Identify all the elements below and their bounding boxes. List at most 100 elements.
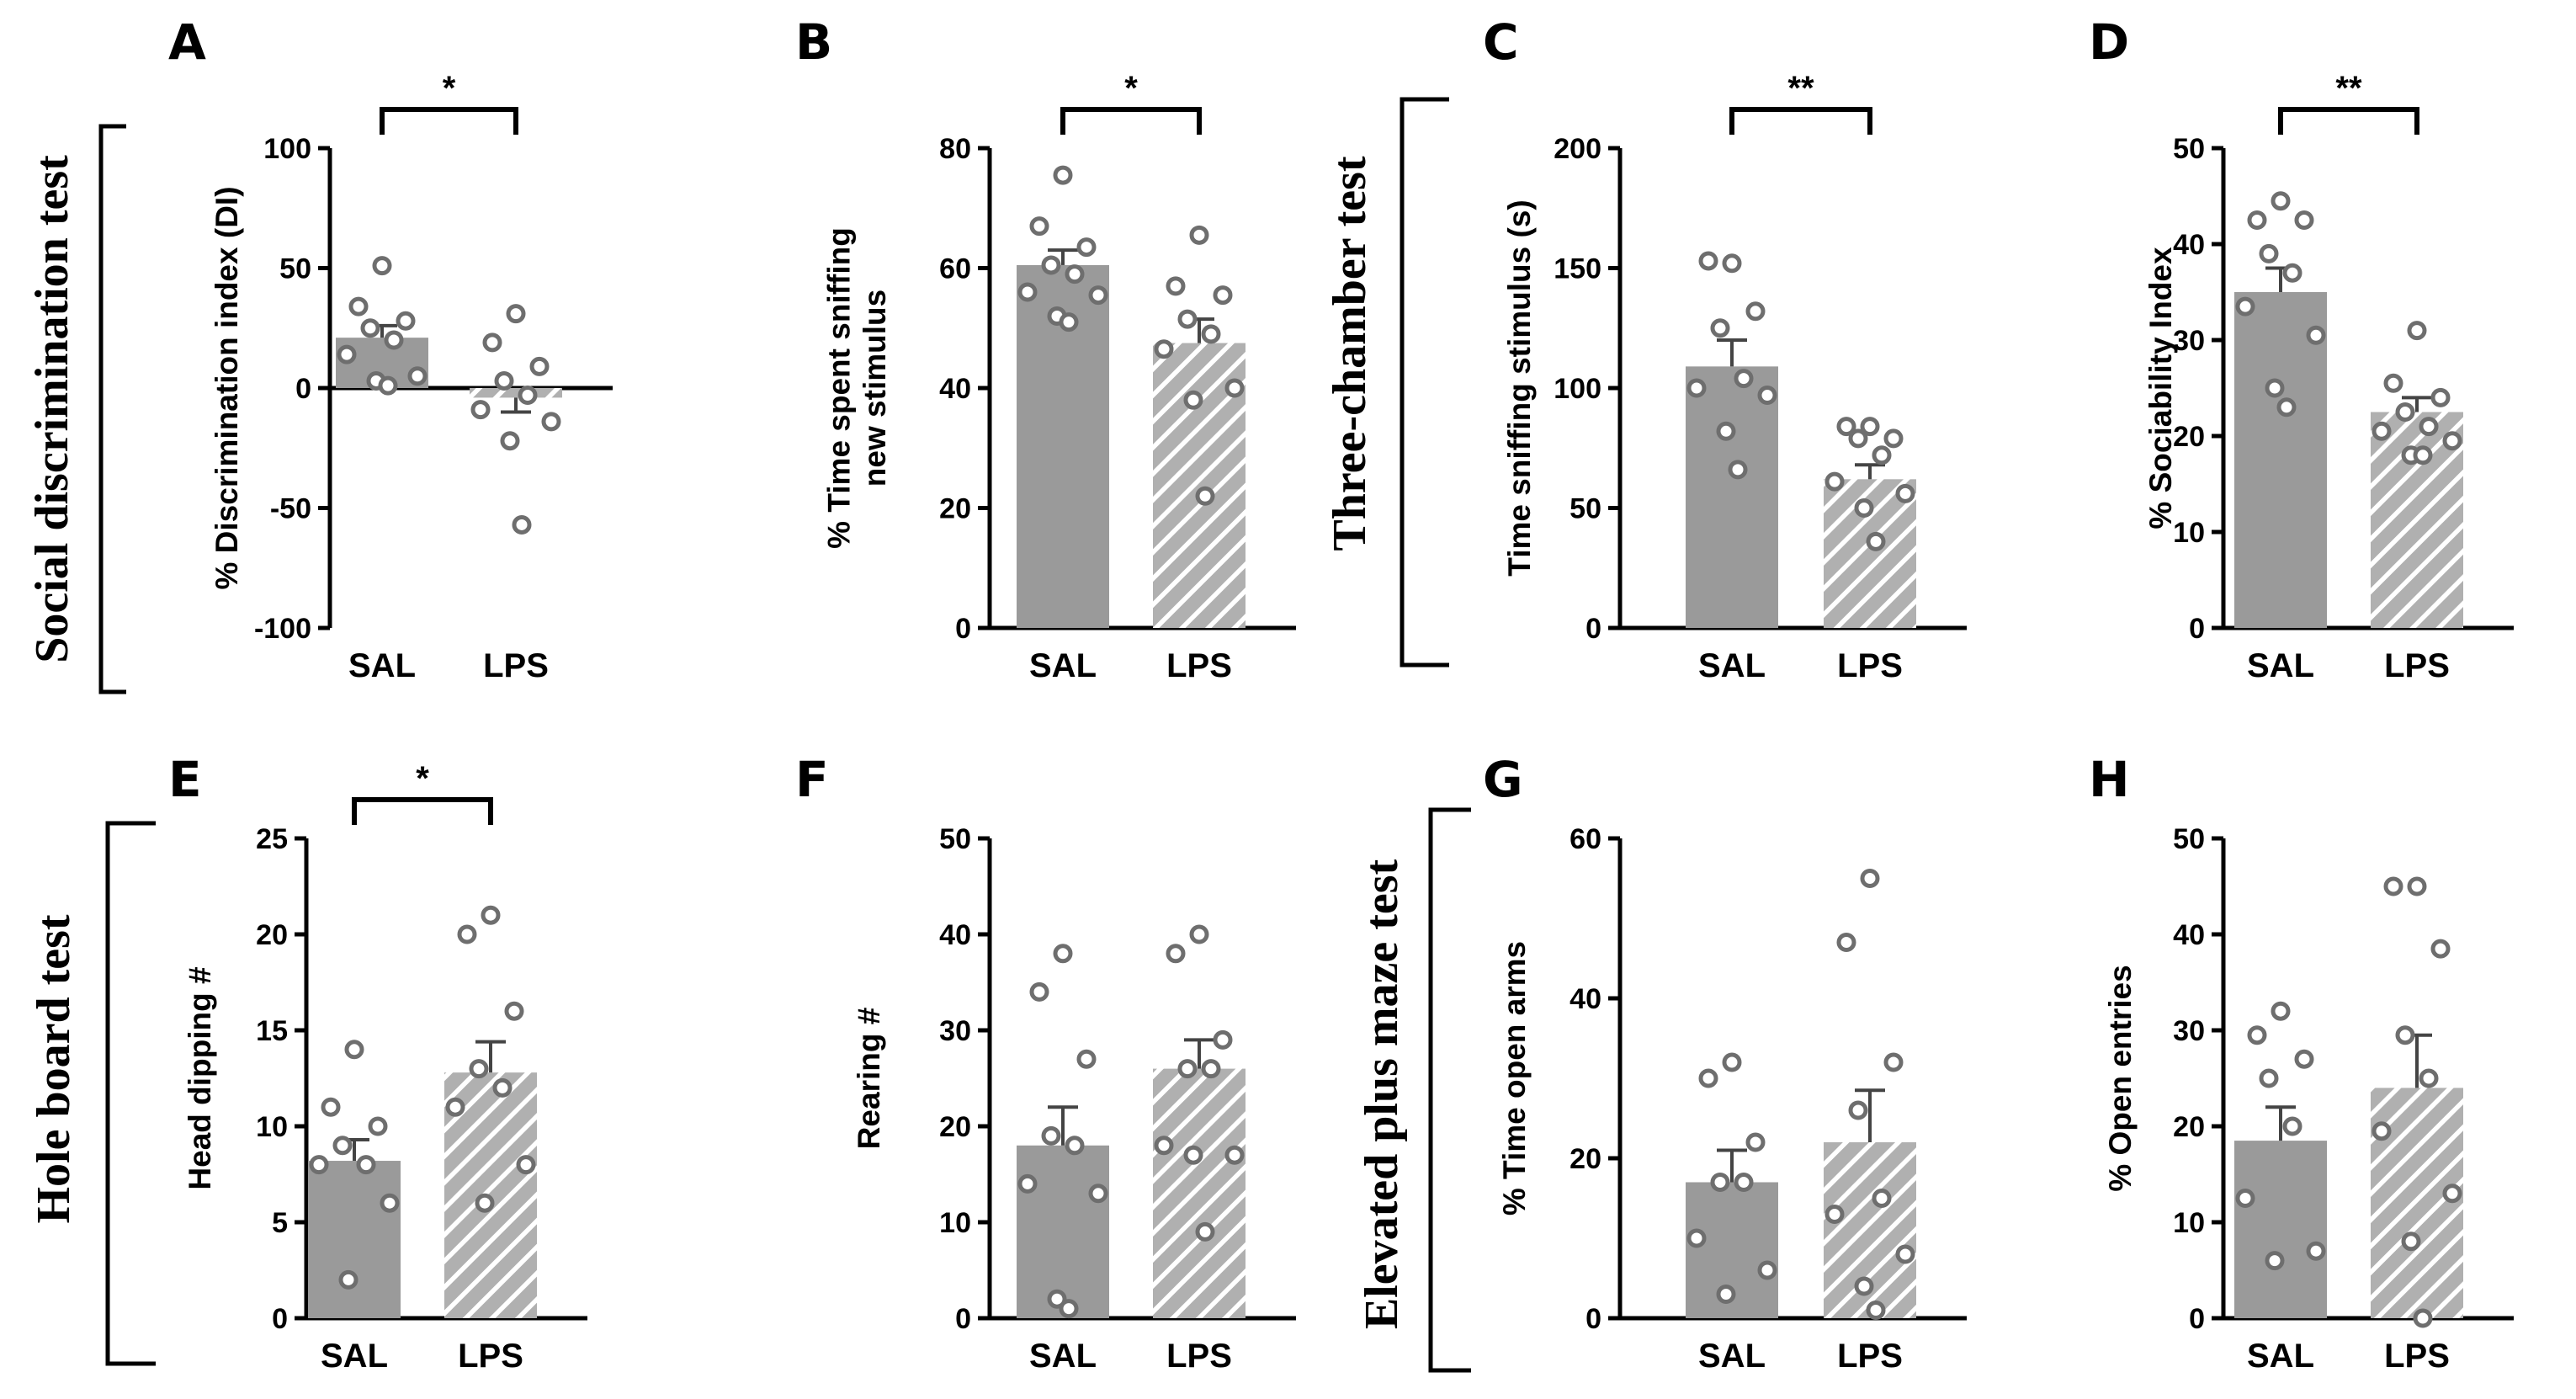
category-label: LPS <box>1166 647 1232 684</box>
bar-sal <box>308 1161 401 1318</box>
data-point <box>356 1155 376 1175</box>
data-point <box>380 1193 400 1213</box>
data-point <box>1088 285 1108 306</box>
category-label: SAL <box>1698 647 1766 684</box>
y-tick-label: 0 <box>295 373 311 405</box>
data-point <box>518 386 538 406</box>
data-point <box>475 1193 495 1213</box>
bracket-social-discrimination <box>98 124 126 694</box>
data-point <box>1728 460 1748 480</box>
data-point <box>1686 378 1707 398</box>
significance-label: ** <box>2335 70 2362 107</box>
panel-f: F 50 40 30 20 10 0 Rearing # SAL LPS <box>795 751 1296 1375</box>
y-tick-label: 20 <box>939 1111 971 1143</box>
significance-bracket <box>1729 107 1872 135</box>
data-point <box>1047 1289 1067 1309</box>
category-label: SAL <box>1029 1338 1097 1375</box>
data-point <box>321 1097 341 1117</box>
data-point <box>1213 1029 1233 1050</box>
data-point <box>348 296 369 317</box>
data-point <box>512 514 532 535</box>
panel-letter: H <box>2089 751 2130 808</box>
y-tick-label: -50 <box>270 493 311 525</box>
data-point <box>2306 1241 2326 1261</box>
data-point <box>1201 1059 1221 1079</box>
category-label: LPS <box>2384 647 2450 684</box>
data-point <box>1854 498 1874 518</box>
y-tick-label: 200 <box>1554 133 1601 165</box>
y-tick-label: 50 <box>2173 133 2205 165</box>
data-point <box>1154 339 1174 359</box>
data-point <box>504 1001 524 1021</box>
data-point <box>2294 210 2314 230</box>
y-tick-label: 30 <box>2173 325 2205 357</box>
data-point <box>2419 417 2439 437</box>
data-point <box>2235 1189 2255 1208</box>
data-point <box>529 356 550 376</box>
data-point <box>2442 431 2462 451</box>
data-point <box>1076 237 1097 258</box>
y-tick-label: 100 <box>1554 373 1601 405</box>
data-point <box>1076 1049 1097 1069</box>
test-label-hole-board: Hole board test <box>28 914 80 1223</box>
y-tick-label: 40 <box>939 373 971 405</box>
y-tick-label: 10 <box>2173 517 2205 549</box>
data-point <box>500 431 520 451</box>
data-point <box>1866 531 1886 551</box>
data-point <box>2247 210 2267 230</box>
y-axis-label-line: new stimulus <box>858 290 892 487</box>
data-point <box>470 400 491 420</box>
data-point <box>1059 1299 1079 1319</box>
y-tick-label: 0 <box>2189 1303 2205 1335</box>
y-axis-label: % Open entries <box>2103 965 2138 1191</box>
data-point <box>1745 301 1766 322</box>
data-point <box>1065 264 1085 285</box>
data-point <box>1041 255 1061 275</box>
data-point <box>457 924 477 944</box>
y-axis-label-line: % Time spent sniffing <box>822 227 857 549</box>
y-tick-label: 20 <box>939 493 971 525</box>
data-point <box>1734 1173 1754 1192</box>
data-point <box>1872 445 1892 465</box>
data-point <box>1836 933 1856 952</box>
data-point <box>2247 1025 2267 1045</box>
data-point <box>1698 251 1718 271</box>
panel-g: G 60 40 20 0 % Time open arms SAL LPS <box>1483 751 1967 1375</box>
significance-label: ** <box>1787 70 1814 107</box>
y-tick-label: 10 <box>256 1111 288 1143</box>
category-label: SAL <box>1029 647 1097 684</box>
bar-sal <box>1017 1145 1109 1318</box>
data-point <box>492 1077 513 1098</box>
y-tick-label: -100 <box>254 613 311 645</box>
data-point <box>1722 253 1742 274</box>
data-point <box>1895 1244 1915 1264</box>
data-point <box>1895 483 1915 503</box>
data-point <box>1734 369 1754 389</box>
test-label-elevated-plus-maze: Elevated plus maze test <box>1356 859 1408 1329</box>
data-point <box>1041 1125 1061 1146</box>
data-point <box>2395 402 2415 422</box>
data-point <box>1745 1132 1766 1152</box>
panel-c: C 200 150 100 50 0 Time sniffing stimulus (s) S… <box>1483 13 1967 684</box>
y-axis-label: % Time spent sniffingnew stimulus <box>822 227 893 549</box>
panel-letter: E <box>168 751 202 808</box>
data-point <box>1213 285 1233 306</box>
y-tick-label: 40 <box>1570 983 1601 1015</box>
y-tick-label: 15 <box>256 1015 288 1047</box>
data-point <box>1183 390 1203 410</box>
data-point <box>445 1097 465 1117</box>
data-point <box>2395 1025 2415 1045</box>
y-axis-label: % Time open arms <box>1497 941 1532 1215</box>
data-point <box>2294 1049 2314 1069</box>
category-label: LPS <box>1166 1338 1232 1375</box>
data-point <box>1866 1301 1886 1320</box>
data-point <box>1836 417 1856 437</box>
significance-label: * <box>1124 70 1138 107</box>
panel-h: H 50 40 30 20 10 0 % Open entries SAL LPS <box>2089 751 2514 1375</box>
data-point <box>2419 1068 2439 1088</box>
data-point <box>1716 1285 1736 1304</box>
y-tick-label: 40 <box>939 919 971 951</box>
y-tick-label: 20 <box>2173 1111 2205 1143</box>
data-point <box>1722 1052 1742 1072</box>
y-tick-label: 50 <box>1570 493 1601 525</box>
